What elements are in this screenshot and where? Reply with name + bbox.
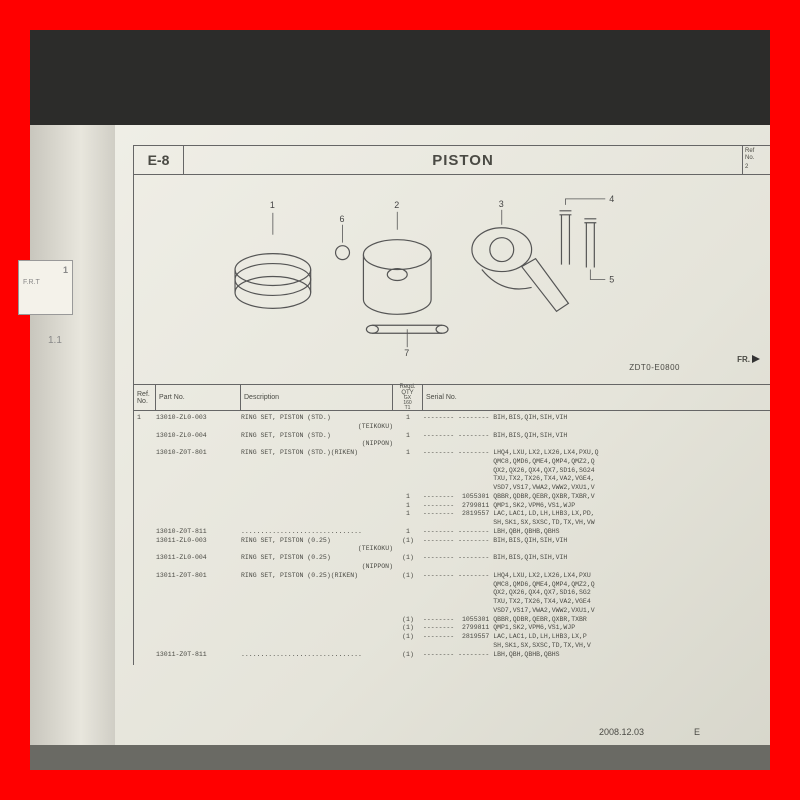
table-row: 13011-ZL0-004RING SET, PISTON (0.25)(1)-… [134, 554, 770, 563]
table-row-note: (TEIKOKU) [134, 545, 770, 554]
table-row: TXU,TX2,TX26,TX4,VA2,VGE4, [134, 475, 770, 484]
col-part: Part No. [156, 385, 241, 410]
table-row: SH,SK1,SX,SXSC,TD,TX,VH,VW [134, 519, 770, 528]
table-row: VSD7,VS17,VWA2,VWW2,VXU1,V [134, 484, 770, 493]
col-desc: Description [241, 385, 393, 410]
svg-text:7: 7 [404, 348, 409, 358]
footer-e: E [694, 727, 700, 737]
table-row: (1)-------- 2799811 QMP1,SK2,VPM6,VS1,WJ… [134, 624, 770, 633]
page-title: PISTON [184, 146, 742, 174]
col-qty: Reqd. QTY GX 160 T1 [393, 385, 423, 410]
col-serial: Serial No. [423, 385, 770, 410]
svg-text:2: 2 [394, 200, 399, 210]
ref-corner: Ref No. 2 [742, 146, 770, 174]
section-code: E-8 [134, 146, 184, 174]
binding-number: 1.1 [48, 335, 62, 346]
photo-frame: 1 F.R.T 1.1 E-8 PISTON Ref No. 2 [30, 30, 770, 770]
table-row: 1-------- 1055301 QBBR,QDBR,QEBR,QXBR,TX… [134, 493, 770, 502]
svg-text:1: 1 [270, 200, 275, 210]
table-row: 13010-ZL0-004RING SET, PISTON (STD.)1---… [134, 432, 770, 441]
table-row: TXU,TX2,TX26,TX4,VA2,VGE4 [134, 598, 770, 607]
book-binding: 1 F.R.T 1.1 [30, 125, 115, 745]
table-row: QMC8,QMD6,QME4,QMP4,QMZ2,Q [134, 581, 770, 590]
background-top [30, 30, 770, 125]
fr-arrow: FR. [737, 355, 760, 364]
svg-text:3: 3 [499, 199, 504, 209]
tab-num: 1 [23, 265, 68, 275]
binding-tab: 1 F.R.T [18, 260, 73, 315]
parts-diagram: 1 2 6 7 3 4 5 ZDT0-E0800 FR. [133, 175, 770, 385]
table-row: (1)-------- 2819557 LAC,LAC1,LD,LH,LHB3,… [134, 633, 770, 642]
col-ref: Ref. No. [134, 385, 156, 410]
table-body: 113010-ZL0-003RING SET, PISTON (STD.)1--… [133, 411, 770, 665]
table-row: 13010-Z0T-801RING SET, PISTON (STD.)(RIK… [134, 449, 770, 458]
table-row: SH,SK1,SX,SXSC,TD,TX,VH,V [134, 642, 770, 651]
diagram-code: ZDT0-E0800 [629, 363, 680, 372]
table-row-note: (NIPPON) [134, 440, 770, 449]
table-row-note: (TEIKOKU) [134, 423, 770, 432]
table-row: 13010-Z0T-811...........................… [134, 528, 770, 537]
page-footer: 2008.12.03 E [599, 727, 700, 737]
table-row: 1-------- 2799811 QMP1,SK2,VPM6,VS1,WJP [134, 502, 770, 511]
table-row: 1-------- 2819557 LAC,LAC1,LD,LH,LHB3,LX… [134, 510, 770, 519]
table-header: Ref. No. Part No. Description Reqd. QTY … [133, 385, 770, 411]
table-row: (1)-------- 1055301 QBBR,QDBR,QEBR,QXBR,… [134, 616, 770, 625]
table-row: VSD7,VS17,VWA2,VWW2,VXU1,V [134, 607, 770, 616]
background-bottom [30, 745, 770, 770]
svg-text:6: 6 [340, 214, 345, 224]
page-header: E-8 PISTON Ref No. 2 [133, 145, 770, 175]
svg-text:5: 5 [609, 274, 614, 284]
table-row: QX2,QX26,QX4,QX7,SD16,SG24 [134, 467, 770, 476]
table-row: 13011-Z0T-801RING SET, PISTON (0.25)(RIK… [134, 572, 770, 581]
diagram-svg: 1 2 6 7 3 4 5 [134, 175, 770, 384]
catalog-page: E-8 PISTON Ref No. 2 [115, 125, 770, 745]
table-row: 13011-Z0T-811...........................… [134, 651, 770, 660]
table-row: QMC8,QMD6,QME4,QMP4,QMZ2,Q [134, 458, 770, 467]
table-row: 113010-ZL0-003RING SET, PISTON (STD.)1--… [134, 414, 770, 423]
footer-date: 2008.12.03 [599, 727, 644, 737]
table-row-note: (NIPPON) [134, 563, 770, 572]
table-row: QX2,QX26,QX4,QX7,SD16,SG2 [134, 589, 770, 598]
svg-text:4: 4 [609, 194, 614, 204]
table-row: 13011-ZL0-003RING SET, PISTON (0.25)(1)-… [134, 537, 770, 546]
tab-frt: F.R.T [23, 279, 68, 286]
